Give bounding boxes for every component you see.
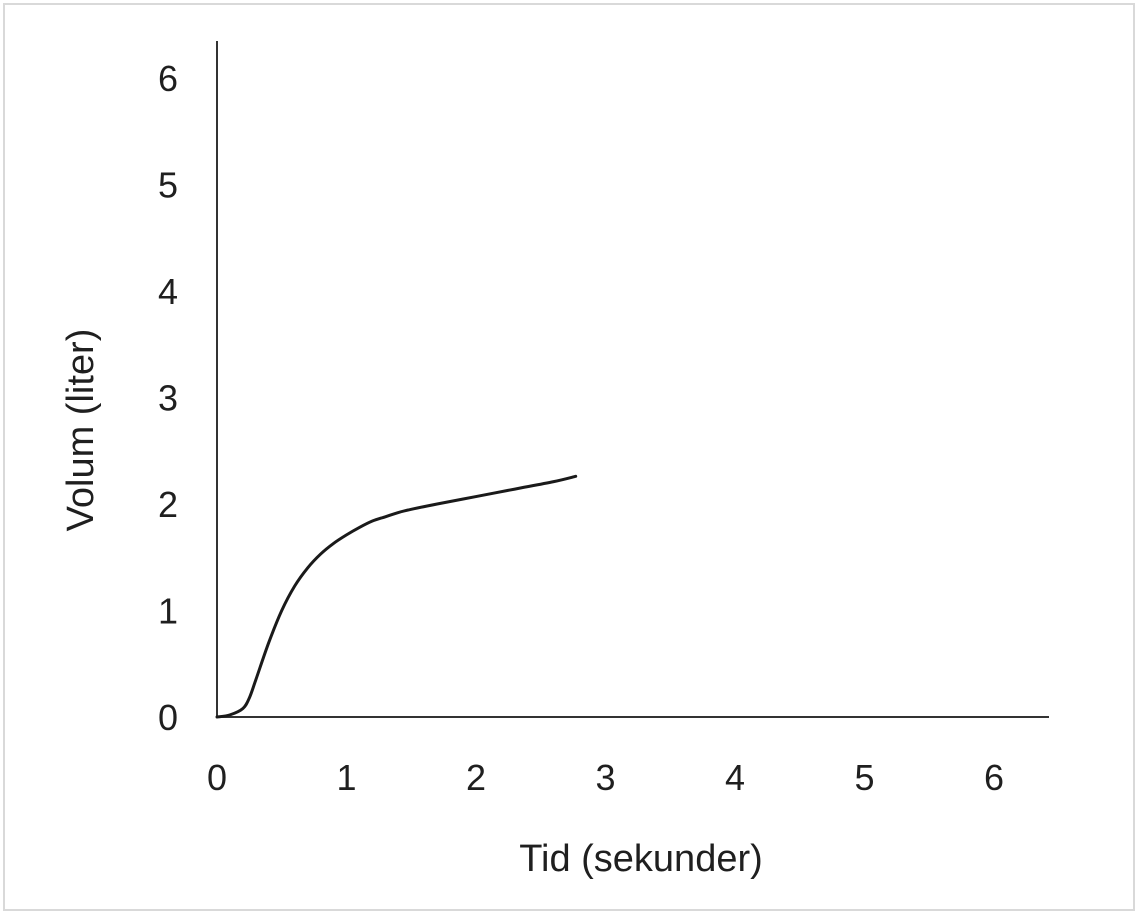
y-tick-labels: 0 1 2 3 4 5 6 xyxy=(158,58,178,738)
y-tick-label: 5 xyxy=(158,165,178,206)
axes xyxy=(216,41,1049,718)
x-tick-label: 1 xyxy=(336,757,356,798)
y-tick-label: 1 xyxy=(158,591,178,632)
x-axis-title: Tid (sekunder) xyxy=(519,838,763,880)
y-axis-title: Volum (liter) xyxy=(60,329,102,532)
series-layer xyxy=(215,474,578,719)
y-tick-label: 2 xyxy=(158,484,178,525)
y-tick-label: 4 xyxy=(158,271,178,312)
line-chart: 0 1 2 3 4 5 6 0 1 2 3 4 5 6 Tid (sekunder) Volum (li… xyxy=(60,41,1049,880)
x-tick-label: 6 xyxy=(984,757,1004,798)
volume-curve xyxy=(215,474,578,719)
y-tick-label: 3 xyxy=(158,378,178,419)
x-tick-label: 3 xyxy=(595,757,615,798)
x-tick-label: 5 xyxy=(854,757,874,798)
x-tick-label: 0 xyxy=(207,757,227,798)
chart-frame: 0 1 2 3 4 5 6 0 1 2 3 4 5 6 Tid (sekunder) Volum (li… xyxy=(3,3,1135,911)
y-tick-label: 0 xyxy=(158,697,178,738)
x-tick-label: 4 xyxy=(725,757,745,798)
y-tick-label: 6 xyxy=(158,58,178,99)
x-tick-label: 2 xyxy=(466,757,486,798)
x-tick-labels: 0 1 2 3 4 5 6 xyxy=(207,757,1004,798)
